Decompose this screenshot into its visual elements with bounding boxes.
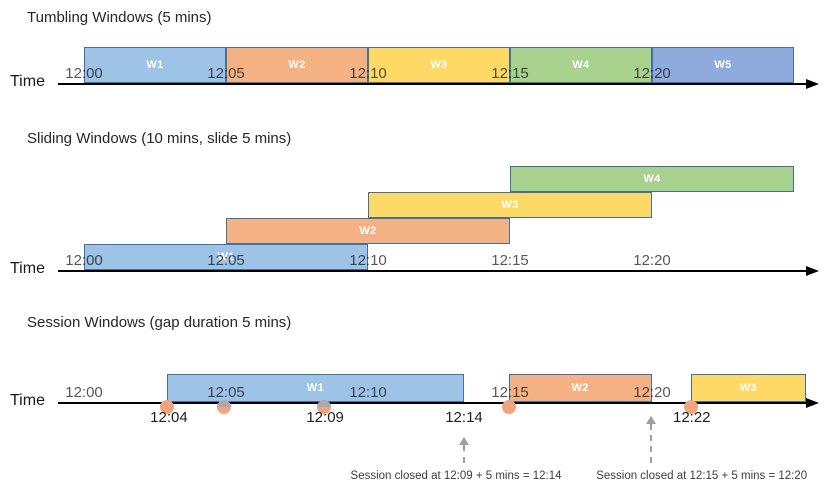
axis-tick-12-10: 12:10 bbox=[349, 252, 387, 269]
axis-arrowhead-icon bbox=[806, 266, 819, 276]
time-axis-label: Time bbox=[10, 73, 45, 90]
event-dot bbox=[217, 400, 231, 414]
session-close-annotation: Session closed at 12:15 + 5 mins = 12:20 bbox=[596, 470, 808, 482]
event-dot bbox=[159, 400, 174, 414]
axis-tick-12-20: 12:20 bbox=[633, 384, 671, 401]
axis-tick-12-00: 12:00 bbox=[65, 65, 103, 82]
window-w1: W1 bbox=[84, 47, 226, 83]
window-w2: W2 bbox=[226, 218, 510, 244]
axis-arrowhead-icon bbox=[806, 79, 819, 89]
event-dot bbox=[501, 400, 516, 414]
event-time-label: 12:14 bbox=[445, 409, 483, 426]
axis-tick-12-20: 12:20 bbox=[633, 65, 671, 82]
window-w4: W4 bbox=[510, 166, 794, 192]
session-section-title: Session Windows (gap duration 5 mins) bbox=[27, 314, 292, 331]
axis-tick-12-15: 12:15 bbox=[491, 252, 529, 269]
event-time-label: 12:09 bbox=[306, 409, 344, 426]
time-axis bbox=[58, 402, 808, 404]
time-axis bbox=[58, 270, 808, 272]
session-close-arrow-line bbox=[462, 445, 465, 463]
window-w2: W2 bbox=[508, 374, 652, 402]
window-w2: W2 bbox=[226, 47, 368, 83]
axis-tick-12-00: 12:00 bbox=[65, 384, 103, 401]
session-close-arrowhead-icon bbox=[458, 437, 469, 445]
session-close-arrow-line bbox=[650, 424, 653, 463]
window-w3: W3 bbox=[690, 374, 806, 402]
event-time-label: 12:04 bbox=[150, 409, 188, 426]
window-w4: W4 bbox=[510, 47, 652, 83]
session-close-arrowhead-icon bbox=[646, 416, 657, 424]
axis-tick-12-20: 12:20 bbox=[633, 252, 671, 269]
axis-tick-12-15: 12:15 bbox=[491, 384, 529, 401]
event-time-label: 12:22 bbox=[672, 409, 711, 426]
session-close-annotation: Session closed at 12:09 + 5 mins = 12:14 bbox=[350, 470, 562, 482]
time-axis-label: Time bbox=[10, 392, 45, 409]
axis-tick-12-05: 12:05 bbox=[207, 252, 245, 269]
window-w3: W3 bbox=[368, 47, 510, 83]
axis-tick-12-05: 12:05 bbox=[207, 384, 245, 401]
event-dot bbox=[683, 400, 698, 414]
event-dot bbox=[316, 400, 331, 414]
axis-tick-12-00: 12:00 bbox=[65, 252, 103, 269]
axis-tick-12-10: 12:10 bbox=[349, 65, 387, 82]
axis-tick-12-05: 12:05 bbox=[207, 65, 245, 82]
axis-tick-12-15: 12:15 bbox=[491, 65, 529, 82]
window-w3: W3 bbox=[368, 192, 652, 218]
axis-tick-12-10: 12:10 bbox=[349, 384, 387, 401]
axis-arrowhead-icon bbox=[806, 398, 819, 408]
time-axis bbox=[58, 83, 808, 85]
window-w1: W1 bbox=[166, 374, 464, 402]
time-axis-label: Time bbox=[10, 260, 45, 277]
window-w5: W5 bbox=[652, 47, 794, 83]
window-w1: W1 bbox=[84, 244, 368, 270]
tumbling-section-title: Tumbling Windows (5 mins) bbox=[27, 9, 212, 26]
sliding-section-title: Sliding Windows (10 mins, slide 5 mins) bbox=[27, 130, 292, 147]
